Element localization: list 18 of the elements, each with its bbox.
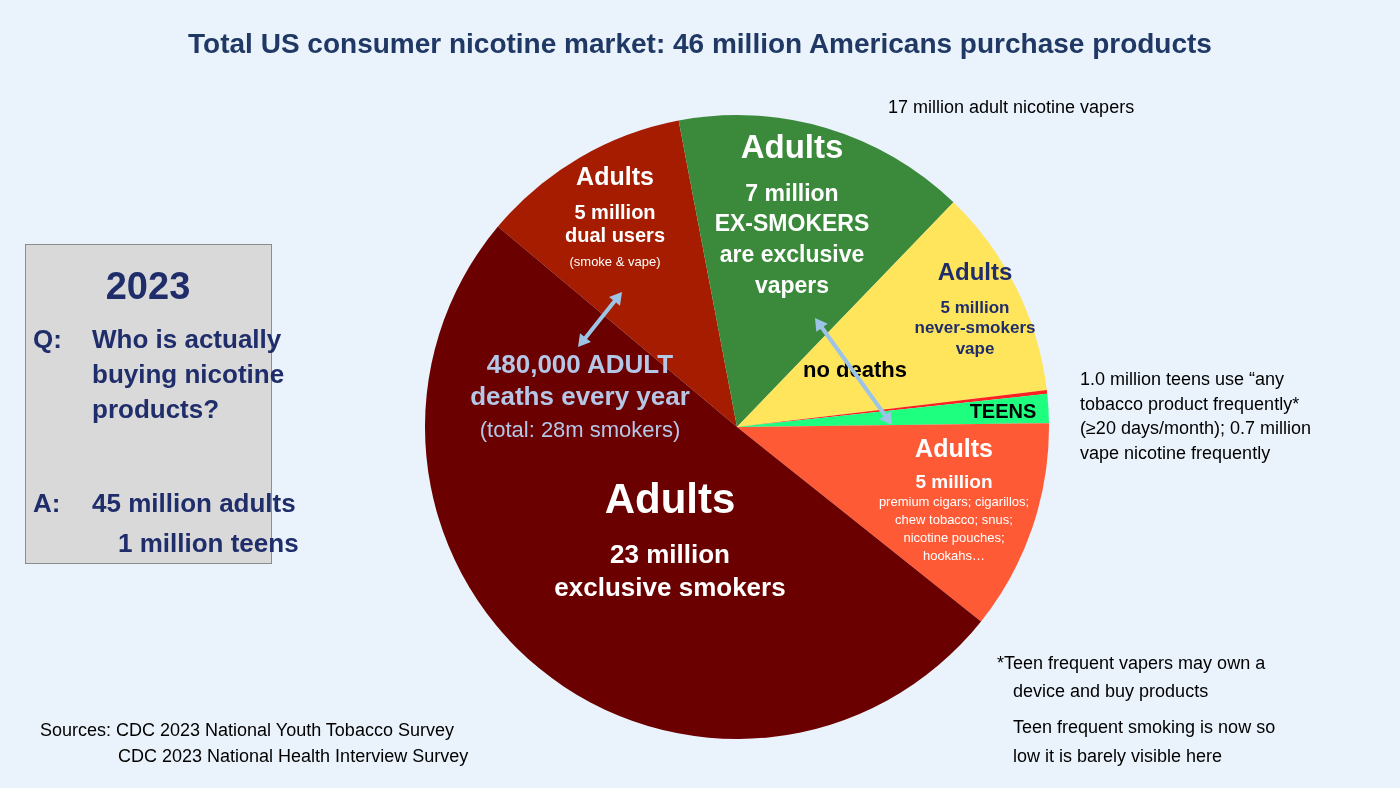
slice-label: Adults 5 million dual users (smoke & vape)	[564, 162, 666, 269]
source-note: Sources: CDC 2023 National Youth Tobacco Survey CDC 2023 National Health Interview Survey	[40, 720, 469, 766]
slice-label: Adults 5 million premium cigars; cigarillos; chew tobacco; snus; nicotine pouches; hookahs…	[878, 434, 1030, 563]
text: Who is actually buying nicotine products?	[92, 324, 285, 424]
text: Q:	[33, 324, 62, 354]
text: Teen frequent smoking is now so low it is barely visible here	[1013, 717, 1276, 766]
text: A:	[33, 488, 61, 518]
text: *Teen frequent vapers may own a device and buy products	[997, 653, 1267, 701]
text: 1.0 million teens use “any tobacco product frequently* (≥20 days/month); 0.7 million vape nicotine frequently	[1080, 369, 1311, 463]
text: (total: 28m smokers)	[479, 417, 681, 442]
chart-title: Total US consumer nicotine market: 46 million Americans purchase products	[188, 28, 1212, 59]
text: 17 million adult nicotine vapers	[888, 97, 1135, 117]
text: 2023	[105, 265, 191, 307]
text: 45 million adults 1 million teens	[92, 488, 299, 558]
slice-label: TEENS	[969, 400, 1037, 422]
slice-label: Adults 7 million EX-SMOKERS are exclusive vapers	[714, 128, 870, 298]
slice-label: Adults 23 million exclusive smokers	[554, 475, 786, 602]
text: 480,000 ADULT deaths every year	[470, 349, 690, 411]
